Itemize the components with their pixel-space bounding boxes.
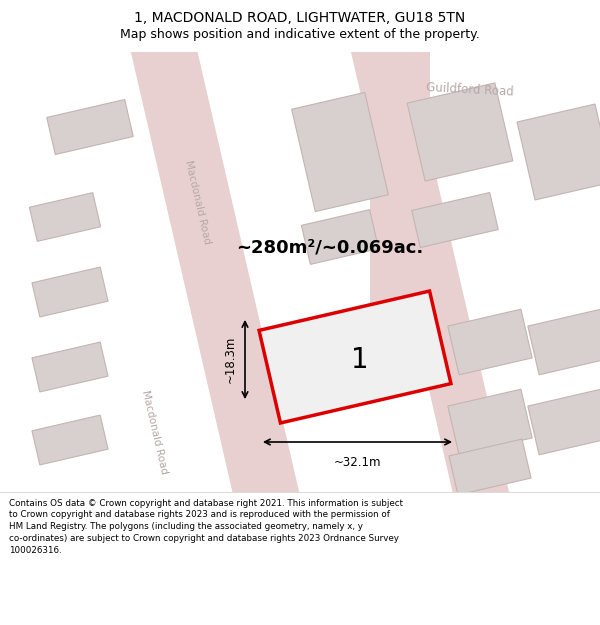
Polygon shape [412, 192, 498, 248]
Text: ~280m²/~0.069ac.: ~280m²/~0.069ac. [236, 238, 424, 256]
Polygon shape [334, 0, 527, 580]
Polygon shape [448, 309, 532, 375]
Polygon shape [528, 309, 600, 375]
Polygon shape [517, 104, 600, 200]
Polygon shape [292, 92, 388, 212]
Polygon shape [448, 389, 532, 455]
Text: Macdonald Road: Macdonald Road [140, 389, 170, 475]
Polygon shape [47, 99, 133, 154]
Text: Map shows position and indicative extent of the property.: Map shows position and indicative extent… [120, 28, 480, 41]
Text: ~32.1m: ~32.1m [334, 456, 381, 469]
Polygon shape [113, 0, 316, 581]
Text: Guildford Road: Guildford Road [426, 81, 514, 99]
Text: 1: 1 [351, 346, 369, 374]
Polygon shape [29, 192, 101, 241]
Text: 1, MACDONALD ROAD, LIGHTWATER, GU18 5TN: 1, MACDONALD ROAD, LIGHTWATER, GU18 5TN [134, 11, 466, 26]
Polygon shape [32, 267, 108, 317]
Text: Macdonald Road: Macdonald Road [184, 159, 212, 245]
Polygon shape [407, 83, 513, 181]
Polygon shape [370, 0, 430, 390]
Polygon shape [528, 389, 600, 455]
Polygon shape [449, 439, 531, 495]
Text: ~18.3m: ~18.3m [224, 336, 237, 383]
Text: Contains OS data © Crown copyright and database right 2021. This information is : Contains OS data © Crown copyright and d… [9, 499, 403, 555]
Polygon shape [32, 415, 108, 465]
Polygon shape [32, 342, 108, 392]
Polygon shape [301, 209, 379, 264]
Polygon shape [259, 291, 451, 423]
